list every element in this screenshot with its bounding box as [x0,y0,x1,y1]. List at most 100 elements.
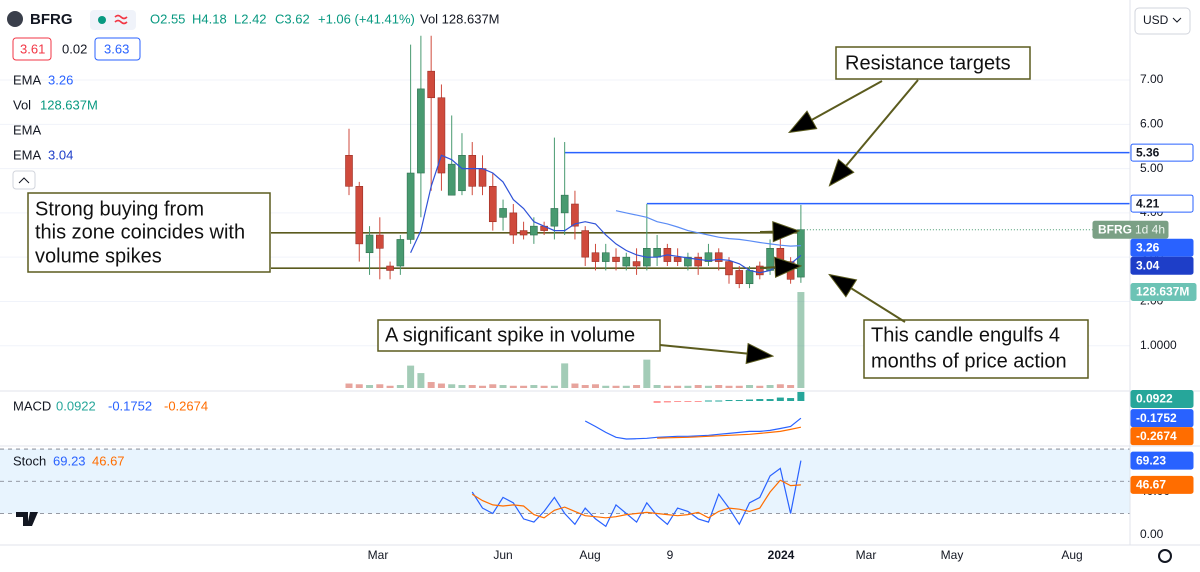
volume-bar [509,385,517,388]
macd-histogram-bar [694,401,702,402]
x-tick-label: Aug [579,548,600,562]
candle-body [488,186,497,223]
x-tick-label: 9 [667,548,674,562]
price-tag [1130,451,1194,470]
volume-bar [479,385,487,388]
stoch-k-value: 69.23 [53,453,86,468]
change: +1.06 (+41.41%) [318,11,415,26]
volume-bar [735,385,743,388]
candle-body [509,212,518,236]
price-tag [1130,194,1194,213]
volume-bar [704,385,712,388]
price-tag [1130,390,1194,408]
annotation: Strong buying from [35,198,204,220]
candle-body [499,208,507,218]
candle-body [365,234,374,254]
candle-body [519,230,528,236]
volume-bar [581,385,589,388]
candle-body [447,163,456,196]
macd-value: -0.1752 [108,398,152,413]
price-tag-label: 3.04 [1136,258,1160,272]
candle-body [376,234,384,249]
volume-header: Vol 128.637M [420,11,500,26]
arrow [790,80,883,132]
volume-bar [715,385,723,388]
annotation: months of price action [871,350,1067,372]
legend-name: EMA [13,72,42,87]
logo [16,512,38,526]
candle-body [601,252,610,262]
ask-box[interactable] [94,37,141,61]
annotation: Resistance targets [845,52,1011,74]
annotation: A significant spike in volume [385,324,635,346]
volume-bar [776,384,784,388]
candle-body [591,252,600,262]
legend-value: 128.637M [40,97,98,112]
candle-body [612,256,620,262]
compare-buttons[interactable] [90,10,136,30]
volume-bar [376,384,384,388]
volume-bar [448,384,456,388]
stoch-line [471,479,801,519]
chevron [1172,17,1182,23]
bid-box[interactable] [12,37,52,61]
macd-histogram-bar [704,400,712,402]
price-tag [1092,220,1169,239]
symbol: BFRG [30,11,73,28]
volume-bar [787,385,795,388]
low: L2.42 [234,11,267,26]
volume-bar [550,385,558,388]
arrow [659,345,772,356]
volume-bar [407,365,415,388]
volume-bar [489,384,497,388]
arrow [830,79,919,185]
price-tag [1130,283,1197,302]
volume-bar [756,385,764,388]
currency: USD [1143,13,1169,27]
price-tag-label: 46.67 [1136,478,1166,492]
volume-bar [612,385,620,388]
collapse-legend[interactable] [12,170,36,190]
y-tick-label: 1.0000 [1140,338,1177,352]
ask: 3.63 [104,41,129,56]
close: C3.62 [275,11,310,26]
x-tick-label: Mar [368,548,389,562]
annotation: this zone coincides with [35,221,245,243]
price-tag-label: 5.36 [1136,145,1160,159]
volume-bar [746,385,754,388]
wave-icon [114,14,128,25]
candle-body [673,256,682,262]
volume-bar [530,385,538,388]
spread: 0.02 [62,41,87,56]
legend-value: 3.04 [48,147,73,162]
volume-bar [797,292,805,388]
price-tag-label: BFRG [1098,222,1132,236]
candle-body [797,229,805,278]
macd-histogram-bar [746,399,754,401]
price-tag [1130,427,1194,446]
macd-histogram-bar [756,399,764,401]
arrow [759,266,800,268]
candle-body [458,155,466,192]
candle-body [530,225,538,236]
price-tag [1130,475,1194,494]
stoch-d-value: 46.67 [92,453,125,468]
volume-bar [633,385,641,388]
currency-button[interactable] [1134,7,1191,35]
price-tag-label: 69.23 [1136,453,1166,467]
settings-icon[interactable] [1158,549,1172,563]
ema-line [615,210,801,247]
legend-name: Vol [13,97,31,112]
candle-body [560,194,569,214]
macd-histogram-bar [735,400,743,402]
candle-body [468,155,477,187]
price-tag-label: 4.21 [1136,196,1160,210]
macd-histogram-bar [715,400,723,402]
candle-body [632,261,641,267]
volume-bar [653,385,661,388]
volume-bar [684,385,692,388]
macd-line [584,417,802,440]
candle-body [406,172,415,240]
